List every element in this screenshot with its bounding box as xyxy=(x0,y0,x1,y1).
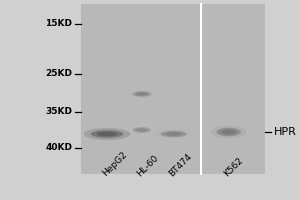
Ellipse shape xyxy=(133,127,151,133)
Ellipse shape xyxy=(160,131,187,137)
Ellipse shape xyxy=(84,128,130,140)
Text: HepG2: HepG2 xyxy=(101,150,129,178)
Ellipse shape xyxy=(129,126,155,134)
Text: 35KD: 35KD xyxy=(45,108,72,116)
Ellipse shape xyxy=(217,128,241,136)
Ellipse shape xyxy=(221,130,236,134)
Ellipse shape xyxy=(136,92,148,96)
Text: HPR: HPR xyxy=(274,127,297,137)
Text: 25KD: 25KD xyxy=(45,70,72,78)
Ellipse shape xyxy=(136,128,148,132)
Ellipse shape xyxy=(155,129,193,139)
Text: K562: K562 xyxy=(222,155,245,178)
Text: BT474: BT474 xyxy=(167,151,194,178)
Ellipse shape xyxy=(133,91,151,97)
Text: HL-60: HL-60 xyxy=(136,153,160,178)
Ellipse shape xyxy=(165,132,182,136)
Text: 15KD: 15KD xyxy=(45,20,72,28)
Ellipse shape xyxy=(97,132,118,136)
Ellipse shape xyxy=(91,130,123,138)
Bar xyxy=(81,4,265,174)
Ellipse shape xyxy=(211,126,246,138)
Text: 40KD: 40KD xyxy=(45,144,72,152)
Ellipse shape xyxy=(129,90,155,98)
